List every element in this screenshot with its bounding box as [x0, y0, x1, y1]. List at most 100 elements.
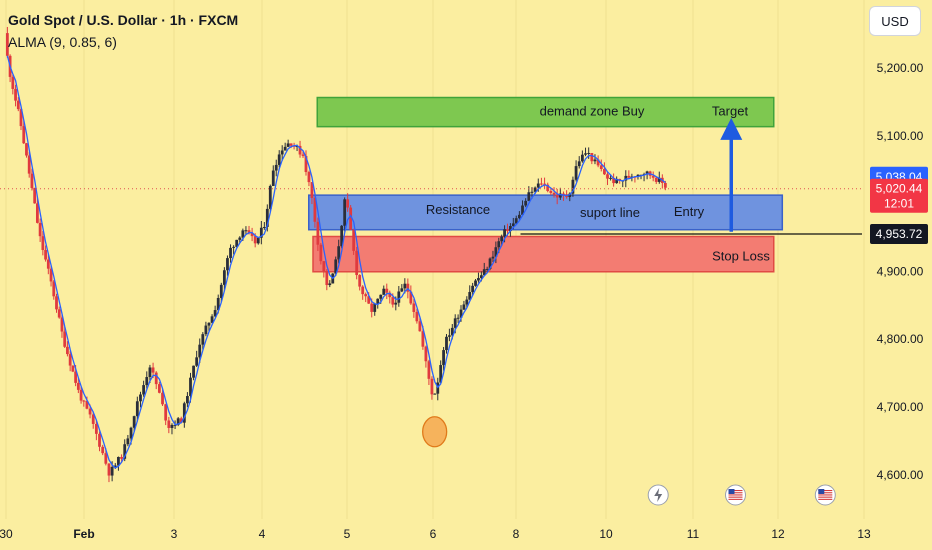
y-tick-label: 4,600.00 — [877, 468, 924, 482]
candle-body — [126, 438, 130, 445]
candle-body — [606, 174, 609, 179]
candle-body — [151, 367, 155, 373]
candle-body — [216, 297, 220, 311]
candle-body — [462, 304, 466, 310]
candle-body — [540, 183, 543, 185]
candle-body — [71, 365, 75, 372]
candle-body — [123, 444, 127, 459]
candle-body — [568, 193, 572, 198]
x-tick-label: 8 — [513, 527, 520, 541]
flag-stripe — [818, 496, 833, 498]
candle-body — [192, 365, 195, 378]
candle-body — [210, 316, 214, 323]
candle-body — [265, 208, 269, 227]
candle-body — [394, 302, 398, 305]
candle-body — [66, 346, 69, 355]
x-tick-label: 10 — [599, 527, 613, 541]
candle-body — [63, 331, 67, 347]
candle-body — [173, 424, 177, 426]
candle-body — [349, 207, 353, 230]
candle-body — [316, 221, 320, 245]
candle-body — [256, 237, 260, 244]
candle-body — [52, 281, 56, 297]
candle-body — [129, 427, 133, 439]
currency-button[interactable]: USD — [869, 6, 921, 36]
candle-body — [68, 354, 72, 366]
candle-body — [74, 371, 78, 383]
candle-body — [30, 173, 34, 188]
candle-body — [167, 420, 171, 428]
symbol-title[interactable]: Gold Spot / U.S. Dollar · 1h · FXCM — [8, 12, 239, 28]
candle-body — [343, 199, 347, 226]
candle-body — [536, 183, 540, 188]
flag-stripe — [728, 492, 743, 494]
y-tick-label: 5,100.00 — [877, 129, 924, 143]
candle-body — [497, 241, 501, 248]
candle-body — [450, 327, 454, 336]
candle-body — [198, 344, 202, 358]
candle-body — [313, 197, 317, 222]
candle-body — [400, 288, 404, 292]
flag-stripe — [818, 492, 833, 494]
candle-body — [471, 285, 475, 293]
candle-body — [430, 378, 434, 395]
candle-body — [352, 229, 356, 251]
candle-body — [238, 237, 242, 240]
candle-body — [241, 230, 245, 238]
candle-body — [11, 76, 15, 89]
candle-body — [465, 299, 469, 305]
zone-0 — [316, 96, 775, 128]
candle-body — [334, 259, 338, 274]
candle-body — [33, 187, 37, 204]
candle-body — [439, 365, 443, 383]
candle-body — [543, 183, 546, 185]
candle-body — [213, 310, 217, 317]
candle-body — [104, 453, 108, 464]
candle-body — [304, 155, 308, 173]
stop-loss-label: Stop Loss — [712, 249, 770, 264]
countdown-label: 12:01 — [884, 197, 914, 211]
y-tick-label: 4,700.00 — [877, 400, 924, 414]
candle-body — [274, 164, 278, 171]
price-label-text: 5,020.44 — [876, 182, 923, 196]
candle-body — [120, 456, 123, 459]
price-label-1 — [870, 178, 928, 213]
candle-body — [328, 283, 332, 286]
candle-body — [307, 172, 311, 183]
candle-body — [508, 226, 512, 232]
candle-body — [488, 258, 492, 269]
candle-body — [491, 256, 495, 259]
candle-body — [277, 154, 281, 165]
candle-body — [603, 168, 606, 175]
candle-body — [176, 418, 180, 425]
candle-body — [301, 154, 305, 156]
candle-body — [280, 150, 284, 155]
candle-body — [94, 423, 98, 434]
candle-body — [298, 145, 302, 155]
candle-body — [521, 205, 524, 215]
candle-body — [226, 258, 229, 271]
candle-body — [609, 177, 612, 179]
candle-body — [376, 298, 380, 304]
candle-body — [201, 334, 205, 345]
candle-body — [373, 303, 377, 312]
candle-body — [447, 335, 451, 337]
indicator-label[interactable]: ALMA (9, 0.85, 6) — [8, 34, 117, 50]
candle-body — [574, 166, 578, 180]
candle-body — [38, 222, 42, 237]
candle-body — [204, 325, 208, 335]
flash-icon — [654, 488, 663, 502]
candle-body — [663, 182, 667, 188]
candle-body — [5, 33, 9, 56]
candle-body — [459, 309, 463, 318]
candle-body — [596, 159, 600, 166]
candle-body — [250, 233, 254, 237]
candle-body — [60, 317, 64, 332]
y-tick-label: 4,800.00 — [877, 332, 924, 346]
candle-body — [113, 465, 117, 467]
candle-body — [355, 250, 359, 276]
candle-body — [41, 236, 45, 251]
candle-body — [142, 385, 146, 395]
candle-body — [25, 143, 28, 156]
